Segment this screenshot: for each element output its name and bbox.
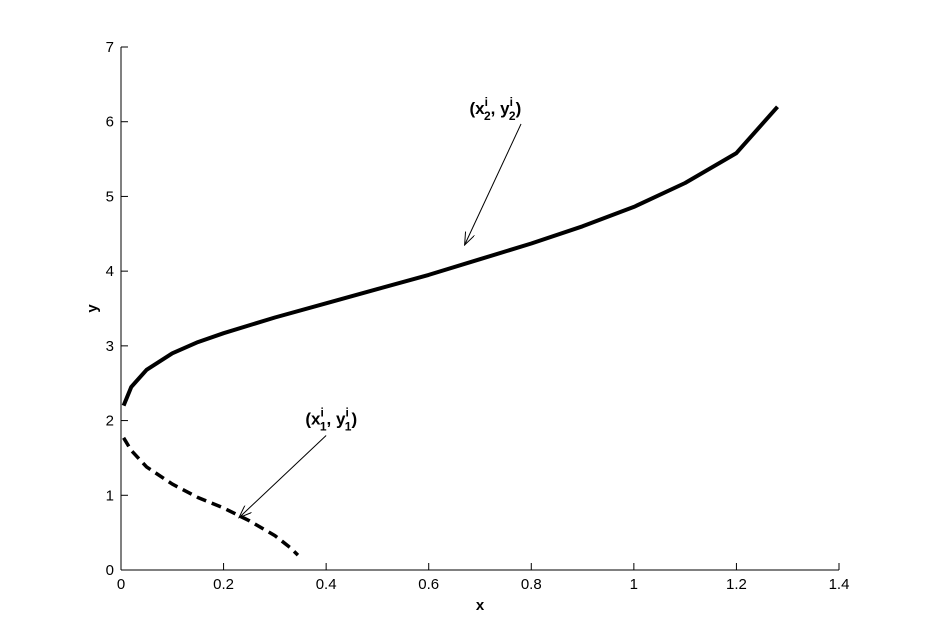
- axes-layer: 0 0.2 0.4 0.6 0.8 1 1.2 1.4 0 1 2 3 4 5 6 7 x y: [84, 39, 849, 614]
- annotation-arrow: [239, 435, 327, 518]
- annotation-label: (xi 2, yi 2): [470, 95, 522, 123]
- annotation-arrow: [465, 123, 522, 245]
- series-layer: [121, 105, 779, 557]
- solid-series-line: [121, 105, 779, 407]
- y-axis-label: y: [84, 304, 101, 313]
- annotation-layer: (xi 2, yi 2) (xi 1, yi 1): [239, 95, 522, 518]
- dashed-series-line: [122, 436, 300, 557]
- y-tick-label: 2: [106, 413, 114, 430]
- y-tick-label: 0: [106, 562, 114, 579]
- x-tick-label: 0.4: [316, 576, 337, 593]
- x-tick-label: 0: [117, 576, 125, 593]
- x-tick-label: 0.6: [418, 576, 439, 593]
- x-tick-label: 1.2: [726, 576, 747, 593]
- x-tick-label: 1.4: [829, 576, 850, 593]
- x-tick-label: 0.8: [521, 576, 542, 593]
- annotation-label: (xi 1, yi 1): [305, 405, 357, 433]
- x-axis-label: x: [476, 597, 485, 614]
- y-tick-label: 1: [106, 487, 114, 504]
- y-tick-label: 7: [106, 39, 114, 56]
- y-tick-label: 5: [106, 188, 114, 205]
- x-tick-label: 0.2: [213, 576, 234, 593]
- y-tick-label: 3: [106, 338, 114, 355]
- x-tick-label: 1: [630, 576, 638, 593]
- y-tick-label: 4: [106, 263, 114, 280]
- y-tick-label: 6: [106, 114, 114, 131]
